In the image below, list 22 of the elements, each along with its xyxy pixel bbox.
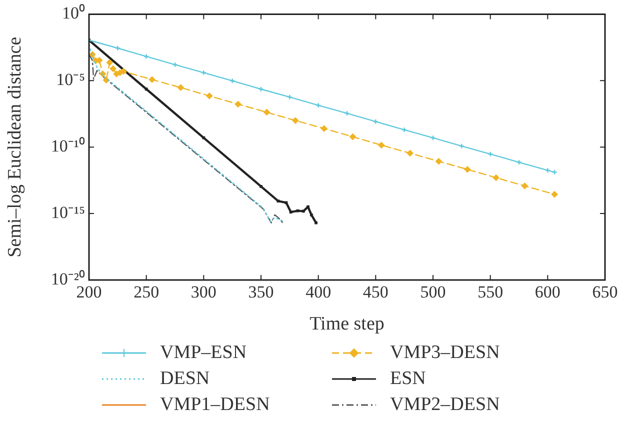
x-tick-label: 450	[362, 282, 388, 302]
x-tick-label: 550	[478, 282, 504, 302]
x-tick-label: 200	[76, 282, 102, 302]
y-tick-label: 10⁻⁵	[56, 70, 86, 90]
x-tick-label: 650	[592, 282, 618, 302]
legend-label: VMP2–DESN	[390, 394, 500, 416]
legend-label: DESN	[160, 368, 210, 390]
y-tick-label: 10⁰	[62, 4, 85, 23]
y-tick-label: 10⁻¹⁰	[50, 136, 85, 156]
x-tick-label: 600	[534, 282, 560, 302]
y-axis-title: Semi–log Euclidean distance	[4, 36, 26, 258]
x-tick-label: 300	[190, 282, 216, 302]
x-axis-title: Time step	[310, 314, 384, 335]
x-tick-label: 350	[248, 282, 274, 302]
x-tick-label: 250	[134, 282, 160, 302]
legend-label: ESN	[390, 368, 426, 390]
legend-label: VMP3–DESN	[390, 342, 500, 364]
x-tick-label: 400	[306, 282, 332, 302]
y-tick-label: 10⁻¹⁵	[50, 203, 86, 222]
legend-label: VMP1–DESN	[160, 394, 270, 416]
x-tick-label: 500	[420, 282, 446, 302]
legend-label: VMP–ESN	[160, 342, 247, 364]
